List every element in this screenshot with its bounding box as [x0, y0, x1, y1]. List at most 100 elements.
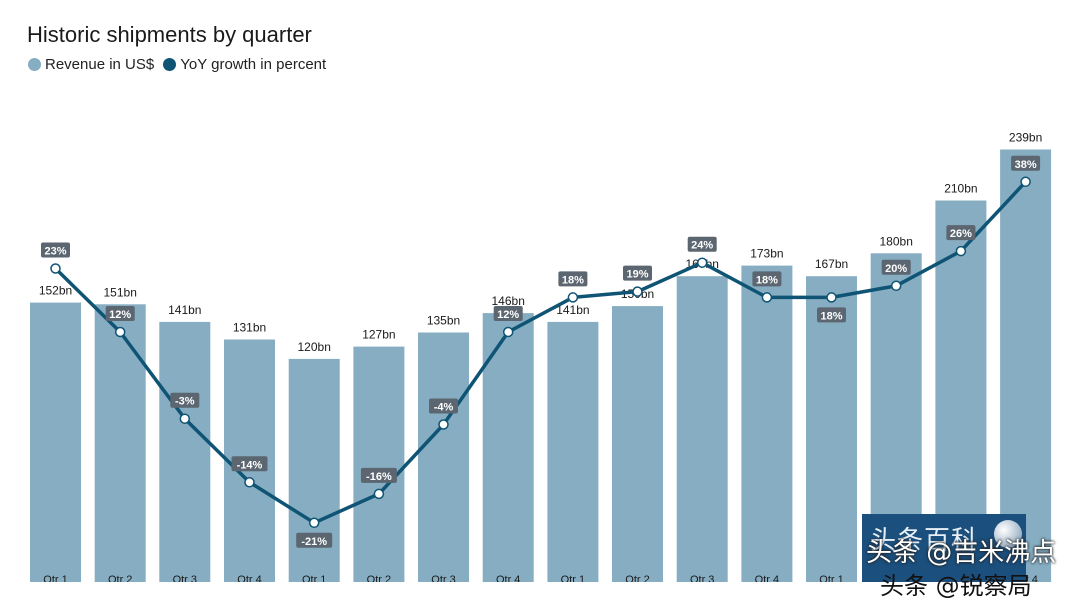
legend-item-growth: YoY growth in percent	[163, 56, 326, 73]
growth-label-box	[558, 271, 588, 287]
watermark-text-1: 头条 @吉米沸点	[866, 538, 1057, 568]
growth-point	[567, 292, 579, 303]
x-tick-label: Qtr 1	[819, 574, 843, 582]
watermark-text-2: 头条 @锐察局	[880, 572, 1032, 600]
growth-label-box	[41, 242, 70, 258]
growth-point	[50, 263, 61, 274]
growth-line	[54, 180, 1027, 525]
growth-data-label: -4%	[429, 398, 458, 414]
chart-plot: 152bn 151bn 141bn 131bn 120bn 127bn 135bn 146bn…	[30, 131, 1052, 582]
bar-data-label: 141bn	[168, 303, 201, 317]
growth-label-box	[170, 392, 200, 408]
growth-label-series: 23% 12% -3% -14% -21% -16% -4% 12% 18% 19% 24% 18% 1…	[41, 155, 1041, 548]
growth-data-label: 38%	[1011, 155, 1041, 171]
x-tick-label: Qtr 1	[302, 574, 326, 582]
growth-label-text: -14%	[237, 459, 263, 471]
growth-data-label: 12%	[493, 306, 523, 321]
growth-data-label: 20%	[881, 259, 911, 275]
growth-data-label: 26%	[946, 225, 976, 241]
bar	[288, 358, 340, 582]
growth-label-box	[1011, 155, 1041, 171]
bar	[482, 313, 534, 582]
growth-label-box	[817, 307, 846, 323]
legend-swatch-growth	[163, 58, 177, 71]
bar	[30, 302, 81, 582]
growth-label-box	[296, 532, 333, 548]
growth-data-label: 23%	[41, 242, 70, 258]
x-tick-label: Qtr 4	[496, 574, 520, 582]
growth-label-box	[429, 398, 458, 414]
bar-data-label: 135bn	[427, 314, 460, 328]
bar	[741, 265, 793, 582]
growth-label-text: 24%	[691, 240, 713, 252]
growth-label-text: 23%	[44, 246, 66, 258]
x-tick-label: Qtr 1	[561, 574, 585, 582]
growth-point	[955, 245, 967, 257]
growth-point	[826, 292, 837, 303]
growth-points	[50, 176, 1031, 529]
growth-label-box	[493, 306, 523, 321]
growth-label-text: 19%	[626, 269, 648, 281]
x-tick-label: Qtr 2	[625, 574, 649, 582]
x-tick-label: Qtr 4	[237, 574, 261, 582]
growth-point	[308, 517, 320, 529]
growth-point	[696, 257, 708, 268]
growth-label-text: -21%	[301, 536, 327, 548]
growth-label-box	[687, 236, 717, 252]
growth-point	[179, 413, 191, 424]
bar	[547, 321, 599, 582]
x-tick-label: Qtr 3	[431, 574, 455, 582]
watermark-logo: 头条百科	[870, 526, 979, 556]
bar	[676, 276, 728, 582]
x-tick-label: Qtr 2	[367, 574, 391, 582]
growth-label-text: 12%	[497, 309, 519, 321]
growth-label-text: 18%	[562, 274, 584, 286]
bar	[94, 304, 146, 582]
watermark-globe-icon	[994, 520, 1022, 548]
growth-label-text: 26%	[950, 228, 972, 240]
growth-data-label: 12%	[105, 306, 135, 321]
chart-title: Historic shipments by quarter	[27, 22, 312, 47]
growth-label-box	[946, 225, 976, 241]
bar	[1000, 149, 1052, 582]
growth-point	[114, 326, 126, 338]
bar-data-label: 167bn	[815, 257, 848, 271]
legend-label-growth: YoY growth in percent	[180, 56, 327, 73]
x-tick-label: Qtr 4	[755, 574, 779, 582]
bar-data-label: 141bn	[556, 303, 589, 317]
growth-label-text: 12%	[109, 309, 131, 321]
growth-label-text: 20%	[885, 263, 907, 275]
growth-label-text: 18%	[820, 310, 842, 322]
growth-data-label: 18%	[558, 271, 588, 287]
bar-data-label: 131bn	[233, 321, 266, 335]
bar	[353, 346, 405, 582]
growth-point	[244, 477, 255, 488]
bar-data-label: 180bn	[880, 234, 913, 248]
growth-data-label: -14%	[231, 456, 268, 472]
growth-data-label: -3%	[170, 392, 200, 408]
legend-label-revenue: Revenue in US$	[45, 56, 155, 73]
bar-data-label: 120bn	[298, 340, 331, 354]
growth-label-box	[360, 467, 397, 483]
growth-label-box	[105, 306, 135, 321]
bar	[806, 276, 857, 582]
bar-data-label: 173bn	[750, 247, 783, 261]
growth-data-label: 18%	[752, 271, 782, 287]
bar	[612, 306, 663, 582]
bar-data-label: 210bn	[944, 182, 977, 196]
legend-item-revenue: Revenue in US$	[28, 56, 154, 73]
legend-swatch-revenue	[28, 58, 41, 71]
growth-label-box	[231, 456, 268, 472]
growth-label-box	[881, 259, 911, 275]
growth-data-label: 24%	[687, 236, 717, 252]
x-tick-label: Qtr 2	[108, 574, 132, 582]
growth-data-label: -16%	[360, 467, 397, 483]
growth-point	[502, 326, 514, 338]
growth-point	[761, 292, 773, 303]
bar-data-label: 146bn	[492, 294, 525, 308]
growth-label-text: -16%	[366, 471, 392, 483]
watermark-banner: 头条百科	[862, 514, 1026, 582]
x-tick-label: Qtr 3	[173, 574, 197, 582]
bar-data-label: 152bn	[39, 284, 72, 298]
bar-data-label: 151bn	[104, 285, 137, 299]
